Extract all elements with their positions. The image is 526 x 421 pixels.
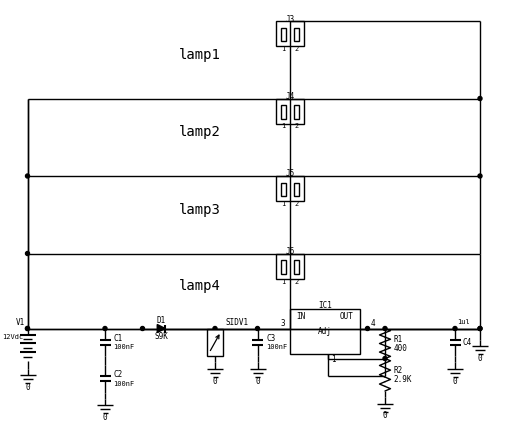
Text: C4: C4 — [462, 338, 472, 347]
Text: J5: J5 — [286, 170, 295, 179]
Text: C1: C1 — [114, 334, 123, 343]
Text: R1: R1 — [393, 335, 403, 344]
Text: 0: 0 — [478, 354, 482, 363]
Text: 0: 0 — [383, 411, 387, 421]
Circle shape — [25, 327, 29, 330]
Bar — [281, 27, 286, 41]
Circle shape — [366, 327, 369, 330]
Text: 0: 0 — [103, 413, 107, 421]
Circle shape — [25, 174, 29, 178]
Text: 100nF: 100nF — [114, 344, 135, 350]
Circle shape — [25, 251, 29, 256]
Text: 100nF: 100nF — [114, 381, 135, 386]
Bar — [276, 253, 304, 279]
Circle shape — [453, 327, 457, 330]
Polygon shape — [157, 325, 165, 333]
Text: lamp4: lamp4 — [179, 279, 221, 293]
Circle shape — [256, 327, 259, 330]
Text: IN: IN — [296, 312, 306, 321]
Circle shape — [213, 327, 217, 330]
Text: 2: 2 — [295, 46, 299, 52]
Bar — [281, 182, 286, 196]
Bar — [294, 182, 299, 196]
Text: Adj: Adj — [318, 327, 332, 336]
Circle shape — [103, 327, 107, 330]
Text: 1ul: 1ul — [458, 320, 470, 325]
Text: 100nF: 100nF — [266, 344, 287, 350]
Text: 2: 2 — [295, 123, 299, 130]
Circle shape — [478, 327, 482, 330]
Text: lamp2: lamp2 — [179, 125, 221, 139]
Circle shape — [478, 327, 482, 330]
Bar — [290, 309, 360, 354]
Text: 1: 1 — [331, 355, 336, 364]
Circle shape — [478, 96, 482, 101]
Text: J3: J3 — [286, 14, 295, 24]
Bar — [281, 105, 286, 118]
Text: lamp3: lamp3 — [179, 203, 221, 217]
Text: 1: 1 — [281, 279, 286, 285]
Text: OUT: OUT — [340, 312, 354, 321]
Text: 0: 0 — [255, 376, 260, 386]
Circle shape — [478, 174, 482, 178]
Bar — [281, 260, 286, 274]
Bar — [294, 260, 299, 274]
Text: 0: 0 — [213, 376, 217, 386]
Bar — [276, 176, 304, 201]
Text: 3: 3 — [280, 319, 285, 328]
Text: 0: 0 — [25, 383, 30, 392]
Text: 1: 1 — [281, 46, 286, 52]
Text: C2: C2 — [114, 370, 123, 379]
Text: C3: C3 — [266, 334, 275, 343]
Circle shape — [383, 357, 387, 360]
Text: 0: 0 — [453, 376, 457, 386]
Bar — [276, 99, 304, 123]
Text: S9K: S9K — [154, 332, 168, 341]
Text: V1: V1 — [16, 318, 25, 327]
Text: 400: 400 — [393, 344, 407, 353]
Text: 4: 4 — [371, 319, 376, 328]
Circle shape — [383, 327, 387, 330]
Bar — [207, 328, 223, 356]
Text: 2: 2 — [295, 201, 299, 207]
Text: SIDV1: SIDV1 — [226, 318, 249, 327]
Text: IC1: IC1 — [318, 301, 332, 309]
Circle shape — [25, 327, 29, 330]
Bar — [276, 21, 304, 46]
Circle shape — [140, 327, 145, 330]
Text: 2.9K: 2.9K — [393, 375, 412, 384]
Text: lamp1: lamp1 — [179, 48, 221, 62]
Text: D1: D1 — [157, 316, 166, 325]
Text: 2: 2 — [295, 279, 299, 285]
Text: J6: J6 — [286, 247, 295, 256]
Text: 1: 1 — [281, 123, 286, 130]
Text: R2: R2 — [393, 366, 403, 375]
Text: J4: J4 — [286, 92, 295, 101]
Text: 1: 1 — [281, 201, 286, 207]
Bar — [294, 27, 299, 41]
Bar — [294, 105, 299, 118]
Text: 12Vdc: 12Vdc — [2, 334, 24, 340]
